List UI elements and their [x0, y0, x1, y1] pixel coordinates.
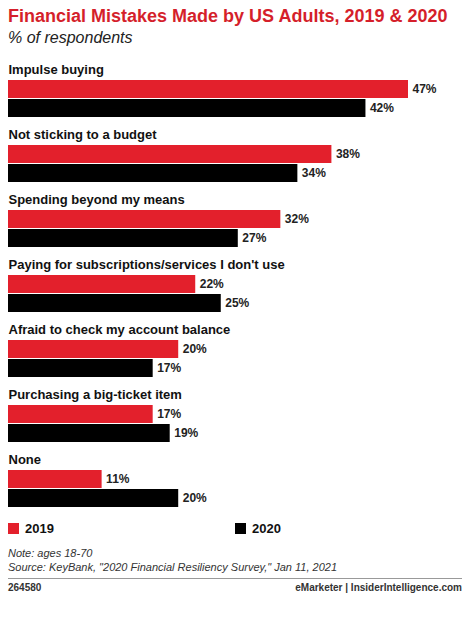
svg-text:17%: 17%: [157, 361, 181, 375]
svg-text:34%: 34%: [302, 166, 326, 180]
svg-text:11%: 11%: [106, 472, 130, 486]
svg-text:25%: 25%: [225, 296, 249, 310]
svg-text:38%: 38%: [336, 147, 360, 161]
html-text:eMarketer | InsiderIntelligenc: eMarketer | InsiderIntelligence.com: [295, 582, 462, 593]
html-text:% of respondents: % of respondents: [8, 29, 133, 46]
svg-text:Afraid to check my account bal: Afraid to check my account balance: [9, 322, 231, 337]
html-text:2019: 2019: [25, 521, 54, 536]
html-text:2020: 2020: [252, 521, 281, 536]
svg-text:Not sticking to a budget: Not sticking to a budget: [9, 127, 158, 142]
svg-text:Paying for subscriptions/servi: Paying for subscriptions/services I don'…: [9, 257, 285, 272]
svg-text:42%: 42%: [370, 101, 394, 115]
svg-text:20%: 20%: [183, 491, 207, 505]
svg-text:27%: 27%: [242, 231, 266, 245]
svg-text:20%: 20%: [183, 342, 207, 356]
svg-text:Purchasing a big-ticket item: Purchasing a big-ticket item: [9, 387, 182, 402]
html-text:Note: ages 18-70: Note: ages 18-70: [8, 547, 93, 559]
svg-text:Spending beyond my means: Spending beyond my means: [9, 192, 185, 207]
html-text:Source: KeyBank, "2020 Financi: Source: KeyBank, "2020 Financial Resilie…: [8, 561, 337, 573]
svg-text:17%: 17%: [157, 407, 181, 421]
svg-text:32%: 32%: [285, 212, 309, 226]
html-text:Financial Mistakes Made by US: Financial Mistakes Made by US Adults, 20…: [8, 6, 448, 26]
svg-text:22%: 22%: [200, 277, 224, 291]
svg-text:19%: 19%: [174, 426, 198, 440]
html-text:264580: 264580: [8, 582, 42, 593]
svg-text:47%: 47%: [413, 82, 437, 96]
svg-text:Impulse buying: Impulse buying: [9, 62, 104, 77]
svg-text:None: None: [9, 452, 42, 467]
